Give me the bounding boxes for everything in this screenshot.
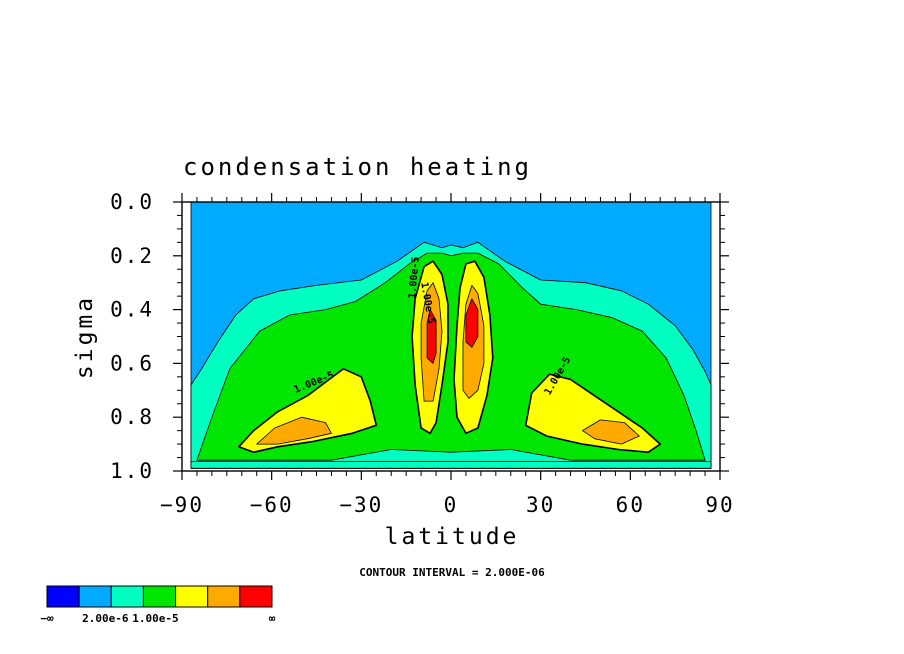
colorbar-label: 1.00e-5 bbox=[132, 612, 178, 625]
x-tick-label: 30 bbox=[526, 493, 555, 517]
y-tick-label: 1.0 bbox=[110, 459, 154, 483]
plot-area: 1.00e-5 1.00e-51.00e-51.00e-5 bbox=[190, 201, 712, 469]
y-tick-label: 0.8 bbox=[110, 405, 154, 429]
axes: −90 −60 −30 0 30 60 90 0.0 0.2 0.4 0.6 0.8 1.0 bbox=[110, 190, 734, 517]
colorbar-swatch bbox=[46, 585, 80, 608]
y-tick-label: 0.4 bbox=[110, 298, 154, 322]
contour-region-north-orange bbox=[582, 419, 640, 445]
contour-interval-note: CONTOUR INTERVAL = 2.000E-06 bbox=[359, 566, 545, 579]
x-tick-label: −90 bbox=[160, 493, 204, 517]
x-tick-label: 90 bbox=[705, 493, 734, 517]
contour-region-south-orange bbox=[256, 416, 332, 445]
colorbar-label: 2.00e-6 bbox=[82, 612, 129, 625]
x-tick-label: −60 bbox=[250, 493, 294, 517]
x-tick-label: 0 bbox=[444, 493, 459, 517]
contour-region-tropics-south-red bbox=[426, 309, 437, 364]
y-axis-label: sigma bbox=[72, 295, 98, 379]
contour-label: 1.00e-5 bbox=[407, 256, 422, 299]
colorbar-label: −∞ bbox=[40, 612, 54, 625]
colorbar-swatch bbox=[207, 585, 241, 608]
colorbar: −∞ 2.00e-6 1.00e-5 ∞ bbox=[40, 585, 276, 625]
chart-title: condensation heating bbox=[183, 153, 532, 181]
colorbar-swatch bbox=[175, 585, 209, 608]
colorbar-swatch bbox=[78, 585, 112, 608]
contour-region-tropics-north-red bbox=[465, 298, 479, 348]
x-tick-label: 60 bbox=[616, 493, 645, 517]
colorbar-swatch bbox=[142, 585, 177, 608]
x-axis-label: latitude bbox=[385, 524, 520, 550]
y-tick-label: 0.6 bbox=[110, 351, 154, 375]
x-tick-label: −30 bbox=[339, 493, 383, 517]
contour-region-surface-band bbox=[190, 461, 712, 469]
y-tick-label: 0.0 bbox=[110, 190, 154, 214]
colorbar-swatch bbox=[239, 585, 273, 608]
y-tick-label: 0.2 bbox=[110, 244, 154, 268]
colorbar-label: ∞ bbox=[269, 612, 276, 625]
colorbar-swatch bbox=[110, 585, 144, 608]
